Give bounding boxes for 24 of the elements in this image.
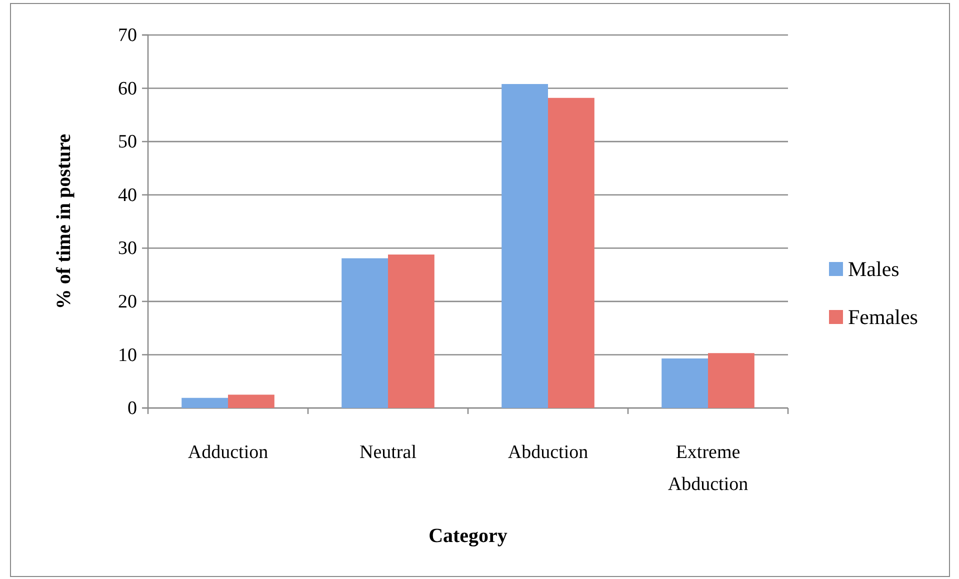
x-axis-title: Category xyxy=(428,525,508,547)
y-tick-label: 70 xyxy=(118,25,137,46)
y-tick-label: 60 xyxy=(118,78,137,100)
bar xyxy=(548,98,594,408)
y-tick-label: 20 xyxy=(118,292,137,313)
bar xyxy=(228,394,274,408)
bar xyxy=(342,258,388,408)
bar xyxy=(662,358,708,408)
y-tick-label: 50 xyxy=(118,132,137,153)
y-axis-title: % of time in posture xyxy=(53,134,75,310)
x-tick-label: Neutral xyxy=(360,442,416,463)
y-tick-label: 30 xyxy=(118,238,137,260)
x-tick-label: Abduction xyxy=(508,442,589,463)
bar xyxy=(708,353,754,408)
y-tick-label: 40 xyxy=(118,184,137,206)
x-tick-label: Extreme Abduction xyxy=(668,442,749,495)
legend-label: Males xyxy=(848,257,900,281)
y-tick-label: 10 xyxy=(118,344,137,366)
bar xyxy=(388,254,434,408)
x-tick-label: Adduction xyxy=(188,442,269,463)
bar xyxy=(502,84,548,408)
bar xyxy=(182,398,228,408)
legend-label: Females xyxy=(848,305,918,329)
y-tick-label: 0 xyxy=(128,398,137,420)
